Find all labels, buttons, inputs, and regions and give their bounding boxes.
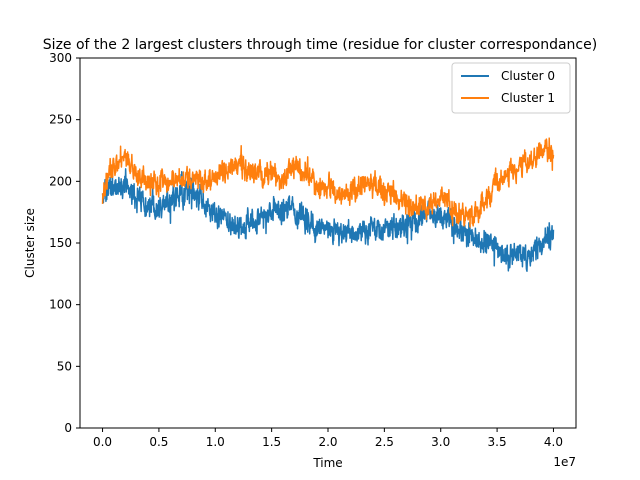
- x-tick-label: 3.5: [488, 435, 507, 449]
- legend-label-cluster-0: Cluster 0: [501, 69, 555, 83]
- y-tick-label: 300: [49, 51, 72, 65]
- legend-label-cluster-1: Cluster 1: [501, 91, 555, 105]
- y-tick-label: 100: [49, 298, 72, 312]
- series-line-cluster-1: [101, 137, 555, 228]
- y-tick-label: 50: [57, 359, 72, 373]
- x-axis-label: Time: [312, 456, 342, 470]
- y-tick-label: 250: [49, 113, 72, 127]
- y-tick-label: 200: [49, 174, 72, 188]
- chart-title: Size of the 2 largest clusters through t…: [43, 37, 597, 53]
- y-tick-label: 0: [64, 421, 72, 435]
- x-tick-label: 1.0: [206, 435, 225, 449]
- x-tick-label: 1.5: [262, 435, 281, 449]
- x-tick-label: 0.5: [149, 435, 168, 449]
- x-axis-offset-label: 1e7: [553, 455, 576, 469]
- legend: Cluster 0 Cluster 1: [451, 62, 571, 114]
- x-tick-label: 2.5: [375, 435, 394, 449]
- x-axis: 0.0 0.5 1.0 1.5 2.0 2.5 3.0 3.5 4.0: [93, 428, 563, 449]
- series-layer: [101, 137, 555, 272]
- x-tick-label: 0.0: [93, 435, 112, 449]
- x-tick-label: 4.0: [544, 435, 563, 449]
- x-tick-label: 2.0: [318, 435, 337, 449]
- x-tick-label: 3.0: [431, 435, 450, 449]
- series-line-cluster-0: [101, 168, 555, 272]
- y-tick-label: 150: [49, 236, 72, 250]
- y-axis: 0 50 100 150 200 250 300: [49, 51, 80, 435]
- y-axis-label: Cluster size: [23, 208, 37, 278]
